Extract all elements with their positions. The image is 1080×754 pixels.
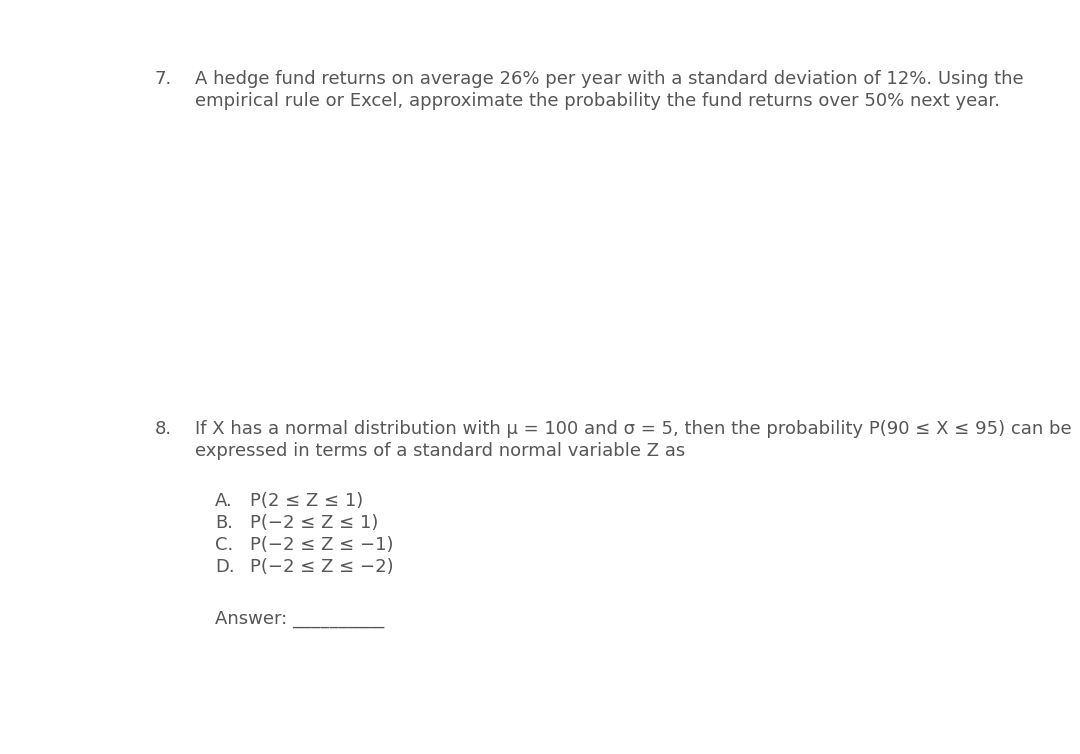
Text: empirical rule or Excel, approximate the probability the fund returns over 50% n: empirical rule or Excel, approximate the… bbox=[195, 92, 1000, 110]
Text: P(2 ≤ Z ≤ 1): P(2 ≤ Z ≤ 1) bbox=[249, 492, 363, 510]
Text: A hedge fund returns on average 26% per year with a standard deviation of 12%. U: A hedge fund returns on average 26% per … bbox=[195, 70, 1024, 88]
Text: D.: D. bbox=[215, 558, 234, 576]
Text: P(−2 ≤ Z ≤ −1): P(−2 ≤ Z ≤ −1) bbox=[249, 536, 393, 554]
Text: B.: B. bbox=[215, 514, 233, 532]
Text: P(−2 ≤ Z ≤ 1): P(−2 ≤ Z ≤ 1) bbox=[249, 514, 378, 532]
Text: A.: A. bbox=[215, 492, 233, 510]
Text: C.: C. bbox=[215, 536, 233, 554]
Text: expressed in terms of a standard normal variable Z as: expressed in terms of a standard normal … bbox=[195, 442, 685, 460]
Text: Answer: __________: Answer: __________ bbox=[215, 610, 384, 628]
Text: 7.: 7. bbox=[156, 70, 172, 88]
Text: P(−2 ≤ Z ≤ −2): P(−2 ≤ Z ≤ −2) bbox=[249, 558, 393, 576]
Text: 8.: 8. bbox=[156, 420, 172, 438]
Text: If X has a normal distribution with μ = 100 and σ = 5, then the probability P(90: If X has a normal distribution with μ = … bbox=[195, 420, 1071, 438]
